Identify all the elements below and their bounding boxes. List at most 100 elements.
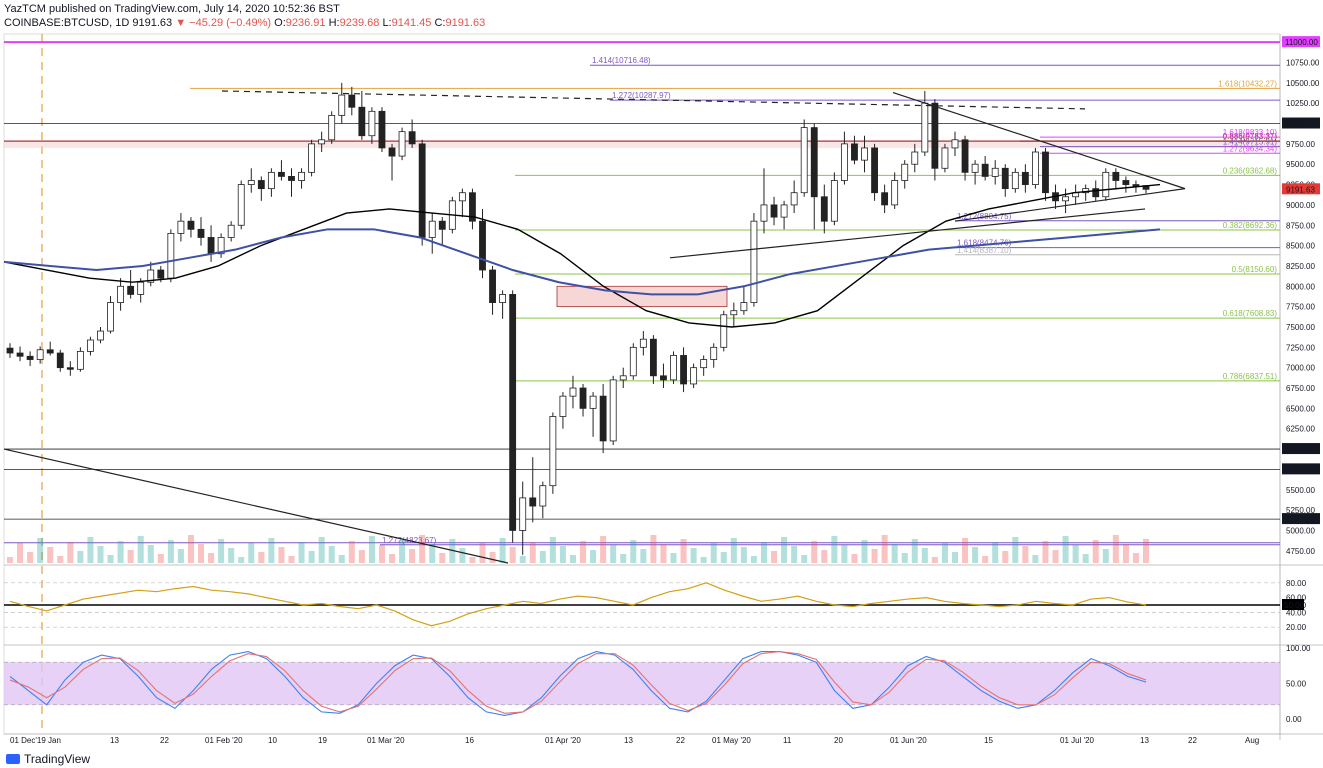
volume-bar [962, 538, 969, 563]
candle-body [700, 359, 708, 369]
volume-bar [1052, 550, 1059, 563]
volume-bar [1062, 536, 1069, 563]
volume-bar [187, 535, 194, 563]
volume-bar [680, 539, 687, 563]
date-tick-label: 01 May '20 [712, 736, 751, 745]
date-tick-label: 01 Dec'19 Jan [10, 736, 61, 745]
volume-bar [328, 546, 335, 563]
chart-header: YazTCM published on TradingView.com, Jul… [4, 2, 485, 30]
volume-bar [157, 554, 164, 563]
candle-body [267, 171, 275, 190]
candle-body [991, 167, 999, 177]
fib-label: 1.414(8387.10) [957, 246, 1012, 255]
candle [16, 346, 24, 362]
candle [780, 200, 788, 230]
candle [237, 180, 245, 230]
volume-bar [137, 536, 144, 563]
candle-body [1021, 171, 1029, 185]
volume-bar [238, 557, 245, 563]
candle [619, 367, 627, 389]
candle [579, 383, 587, 417]
candle-body [408, 131, 416, 145]
volume-bar [1092, 540, 1099, 563]
price-tick-label: 10250.00 [1286, 99, 1320, 108]
candle [469, 188, 476, 230]
candle [911, 143, 919, 173]
fib-label: 0.618(7608.83) [1223, 309, 1278, 318]
volume-bar [1122, 544, 1129, 563]
date-tick-label: 13 [624, 736, 633, 745]
volume-bar [409, 549, 416, 563]
volume-bar [931, 557, 938, 563]
tradingview-brand[interactable]: TradingView [6, 752, 90, 766]
candle-body [418, 143, 426, 238]
candle-body [1001, 167, 1009, 190]
volume-bar [208, 553, 215, 563]
price-tick-label: 9750.00 [1286, 140, 1315, 149]
date-tick-label: 19 [318, 736, 327, 745]
price-tick-label: 5000.00 [1286, 526, 1315, 535]
candle [840, 131, 848, 185]
candle-body [458, 192, 466, 202]
current-price-tag: 9191.63 [1282, 183, 1320, 195]
candle [820, 184, 828, 234]
candle-body [881, 192, 889, 206]
volume-bar [710, 543, 717, 563]
candle-body [308, 143, 316, 173]
fib-label: 1.618(8474.76) [957, 239, 1012, 248]
candle-body [398, 131, 406, 157]
last-price: 9191.63 [132, 17, 173, 29]
volume-bar [429, 544, 436, 563]
candle [288, 168, 295, 197]
stoch-d-line [9, 650, 1147, 714]
price-tick-label: 6750.00 [1286, 384, 1315, 393]
date-tick-label: 11 [783, 736, 792, 745]
triangle-upper-trendline [892, 92, 1186, 190]
candle [629, 343, 637, 380]
candle-body [358, 106, 366, 137]
candle-body [26, 355, 34, 360]
candle [760, 168, 768, 234]
volume-bar [117, 541, 124, 563]
volume-bar [941, 543, 948, 563]
candle [991, 160, 999, 185]
date-tick-label: 20 [834, 736, 843, 745]
current-price-bg [1282, 183, 1320, 195]
candle [609, 375, 617, 445]
candle [710, 343, 718, 368]
rsi-line [9, 582, 1147, 627]
rsi-tick-label: 60.00 [1286, 594, 1307, 603]
ascending-support-line [669, 208, 1146, 259]
candle-body [197, 228, 205, 238]
current-price-text: 9191.63 [1286, 185, 1315, 194]
candle [137, 278, 145, 303]
candle-body [730, 310, 738, 316]
candle [529, 457, 537, 523]
rsi-tag-text: 50.00 [1284, 601, 1305, 610]
volume-bar [87, 537, 94, 563]
price-tick-label: 9000.00 [1286, 201, 1315, 210]
volume-bar [871, 549, 878, 563]
price-level-tag: 5139.56 [1282, 513, 1320, 525]
price-tick-label: 4750.00 [1286, 547, 1315, 556]
publish-info: YazTCM published on TradingView.com, Jul… [4, 3, 340, 15]
volume-bar [509, 547, 516, 563]
volume-bar [368, 536, 375, 563]
candle-body [820, 196, 828, 222]
candle [639, 331, 647, 356]
candle [1001, 164, 1009, 197]
candle [680, 347, 687, 393]
volume-bar [1142, 539, 1150, 563]
candle [881, 184, 889, 214]
volume-bar [771, 551, 778, 563]
date-tick-label: 22 [1188, 736, 1197, 745]
volume-bar [1032, 555, 1039, 563]
candle [901, 160, 909, 189]
fib-label: 0.382(8692.36) [1223, 221, 1278, 230]
volume-bar [27, 552, 34, 563]
candle [408, 119, 416, 148]
candle [810, 123, 818, 230]
candle-body [740, 302, 748, 312]
candle [961, 135, 969, 181]
